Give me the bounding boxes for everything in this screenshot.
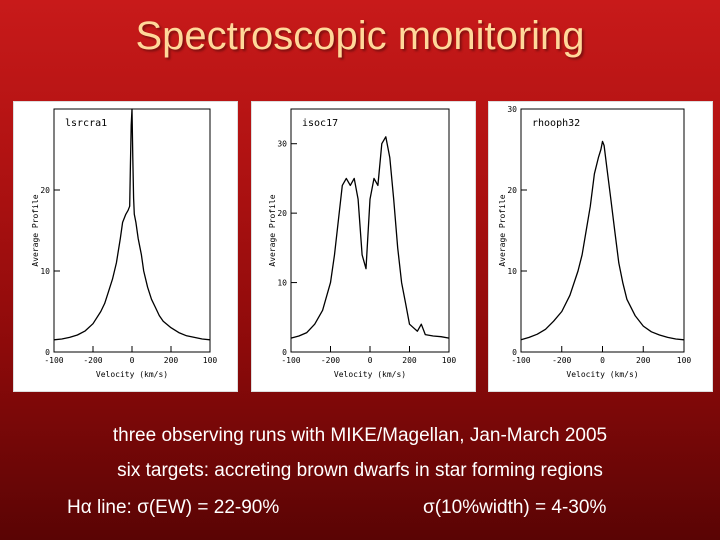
y-tick-label: 0 xyxy=(45,348,50,357)
y-tick-label: 20 xyxy=(277,209,287,218)
x-tick-label: 200 xyxy=(164,356,179,365)
x-tick-label: -200 xyxy=(552,356,571,365)
y-tick-label: 20 xyxy=(40,186,50,195)
halpha-ew-text: Hα line: σ(EW) = 22-90% xyxy=(67,497,280,518)
x-tick-label: 100 xyxy=(442,356,457,365)
panel-title: rhooph32 xyxy=(532,118,580,129)
spectrum-panel-3: -100 -200 0 200 100 0 10 20 30 Velocity (km/s) Ave… xyxy=(488,101,713,392)
y-tick-label: 10 xyxy=(507,267,517,276)
x-tick-label: 0 xyxy=(600,356,605,365)
x-tick-label: 100 xyxy=(677,356,692,365)
x-axis-label: Velocity (km/s) xyxy=(96,370,168,379)
spectrum-panel-2: -100 -200 0 200 100 0 10 20 30 Velocity (km/s) Ave… xyxy=(251,101,476,392)
plot-frame xyxy=(520,108,685,353)
panel-title: isoc17 xyxy=(302,118,338,129)
profile-line xyxy=(520,140,685,341)
y-axis-label: Average Profile xyxy=(31,194,40,266)
x-tick-label: 0 xyxy=(130,356,135,365)
y-axis-label: Average Profile xyxy=(268,194,277,266)
spectrum-chart-1: -100 -200 0 200 100 0 10 20 Velocity (km/s) Avera… xyxy=(31,108,218,379)
x-axis-label: Velocity (km/s) xyxy=(334,370,406,379)
x-tick-label: 100 xyxy=(203,356,218,365)
x-tick-label: -100 xyxy=(511,356,530,365)
profile-line xyxy=(53,108,211,341)
x-tick-label: -100 xyxy=(44,356,63,365)
targets-text: six targets: accreting brown dwarfs in s… xyxy=(117,460,603,481)
y-tick-label: 0 xyxy=(282,348,287,357)
profile-line xyxy=(290,136,450,339)
plot-frame xyxy=(290,108,450,353)
x-tick-label: 200 xyxy=(402,356,417,365)
y-tick-label: 30 xyxy=(277,140,287,149)
y-tick-label: 20 xyxy=(507,186,517,195)
y-tick-label: 10 xyxy=(277,279,287,288)
x-tick-label: -200 xyxy=(321,356,340,365)
x-tick-label: 0 xyxy=(368,356,373,365)
halpha-width-text: σ(10%width) = 4-30% xyxy=(423,497,607,518)
spectrum-panel-1: -100 -200 0 200 100 0 10 20 Velocity (km/s) Avera… xyxy=(13,101,238,392)
x-axis-label: Velocity (km/s) xyxy=(566,370,638,379)
y-axis-label: Average Profile xyxy=(498,194,507,266)
y-tick-label: 0 xyxy=(512,348,517,357)
observing-runs-text: three observing runs with MIKE/Magellan,… xyxy=(112,425,608,446)
panel-title: lsrcra1 xyxy=(65,118,107,129)
y-tick-label: 30 xyxy=(507,105,517,114)
x-tick-label: 200 xyxy=(636,356,651,365)
y-tick-label: 10 xyxy=(40,267,50,276)
slide-title: Spectroscopic monitoring xyxy=(135,14,585,58)
x-tick-label: -100 xyxy=(281,356,300,365)
x-tick-label: -200 xyxy=(83,356,102,365)
spectrum-chart-3: -100 -200 0 200 100 0 10 20 30 Velocity (km/s) Ave… xyxy=(498,105,692,379)
spectrum-chart-2: -100 -200 0 200 100 0 10 20 30 Velocity (km/s) Ave… xyxy=(268,108,457,379)
